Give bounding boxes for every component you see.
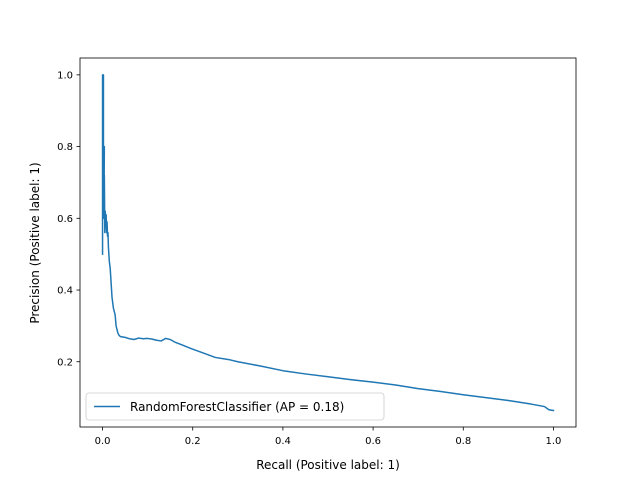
- x-axis-label: Recall (Positive label: 1): [256, 458, 400, 472]
- legend-box: [85, 392, 385, 421]
- series-line-0: [101, 74, 555, 412]
- axes-layer: 0.0 0.2 0.4 0.6 0.8 1.0 0.2 0.4 0.6 0.8 1.0: [57, 57, 577, 447]
- x-tick-label: 0.0: [95, 436, 111, 447]
- y-tick-label: 0.2: [57, 357, 73, 368]
- legend-entry-label: RandomForestClassifier (AP = 0.18): [130, 400, 344, 414]
- y-tick-label: 1.0: [57, 70, 73, 81]
- legend: RandomForestClassifier (AP = 0.18): [85, 392, 385, 421]
- x-tick-label: 0.8: [455, 436, 471, 447]
- x-tick-label: 0.4: [275, 436, 291, 447]
- x-tick-label: 0.6: [365, 436, 381, 447]
- plot-frame: [79, 57, 577, 428]
- plot-layer: [101, 74, 555, 412]
- x-tick-label: 1.0: [546, 436, 562, 447]
- y-tick-label: 0.4: [57, 286, 73, 297]
- y-axis-label: Precision (Positive label: 1): [28, 162, 42, 323]
- x-tick-label: 0.2: [185, 436, 201, 447]
- y-tick-label: 0.8: [57, 142, 73, 153]
- y-tick-label: 0.6: [57, 214, 73, 225]
